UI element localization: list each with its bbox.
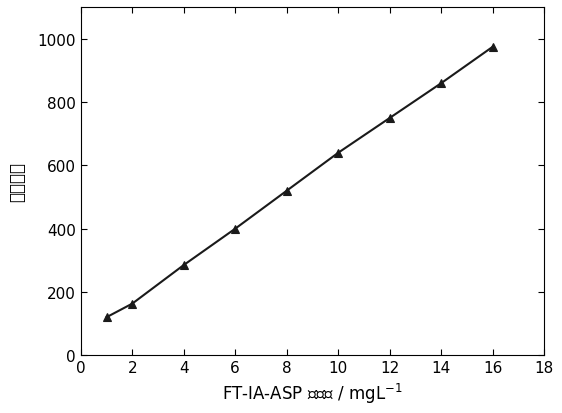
X-axis label: FT-IA-ASP 的浓度 / mgL$^{-1}$: FT-IA-ASP 的浓度 / mgL$^{-1}$ — [222, 381, 403, 405]
Y-axis label: 荧光强度: 荧光强度 — [8, 162, 26, 202]
